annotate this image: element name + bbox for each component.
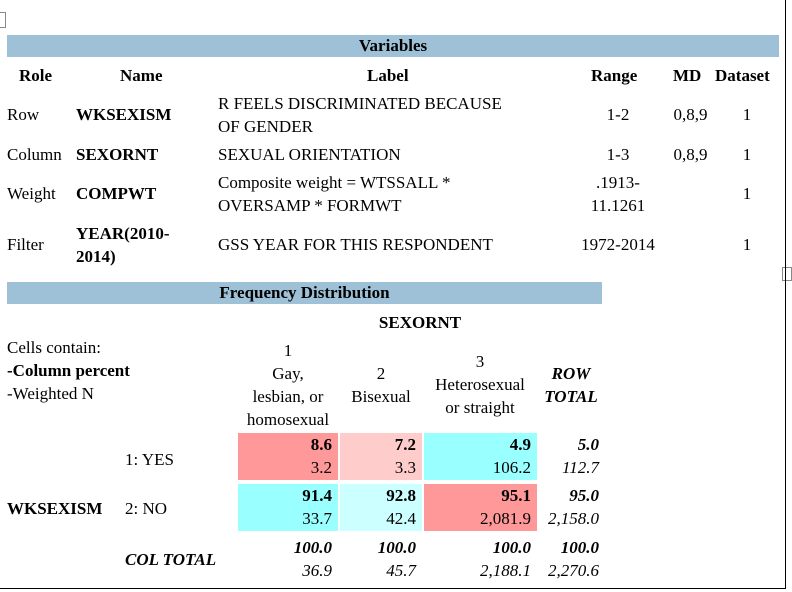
row-total-percent: 95.0 [569, 486, 599, 505]
col-total-weighted-n: 45.7 [386, 561, 416, 580]
var-role: Column [7, 145, 62, 164]
var-dataset: 1 [742, 235, 752, 254]
var-range-line: 11.1261 [590, 196, 646, 215]
column-header-label-line: homosexual [246, 410, 330, 429]
column-header-code: 2 [376, 364, 386, 383]
row-variable-name: WKSEXISM [7, 499, 103, 518]
cells-contain-label: Cells contain: [7, 338, 101, 357]
header-label: Label [367, 66, 409, 85]
cell-no-gay: 91.4 33.7 [238, 484, 338, 531]
var-label-line: R FEELS DISCRIMINATED BECAUSE [218, 94, 502, 113]
column-header-label-line: Gay, [272, 364, 304, 383]
cells-contain-weighted-n: -Weighted N [7, 384, 94, 403]
col-total-weighted-n: 36.9 [302, 561, 332, 580]
frequency-title: Frequency Distribution [219, 283, 390, 302]
var-label-line: OVERSAMP * FORMWT [218, 196, 402, 215]
row-label-no: 2: NO [125, 499, 168, 518]
var-md: 0,8,9 [673, 105, 708, 124]
frame-border-right [785, 0, 786, 588]
column-header-label-line: lesbian, or [252, 387, 324, 406]
col-total-percent: 100.0 [377, 538, 416, 557]
frame-border-bottom [0, 588, 786, 589]
cell-percent: 95.1 [501, 486, 531, 505]
var-name-line: YEAR(2010- [76, 224, 170, 243]
cell-weighted-n: 2,081.9 [480, 509, 531, 528]
var-name: COMPWT [76, 184, 157, 203]
column-header-label-line: or straight [445, 398, 515, 417]
var-role: Row [7, 105, 40, 124]
cell-percent: 4.9 [509, 435, 531, 454]
var-label-line: Composite weight = WTSSALL * [218, 173, 451, 192]
row-total-weighted-n: 112.7 [562, 458, 599, 477]
row-total-percent: 5.0 [577, 435, 599, 454]
cell-weighted-n: 42.4 [386, 509, 416, 528]
row-label-yes: 1: YES [125, 450, 174, 469]
row-total-header-line: TOTAL [544, 387, 598, 406]
column-header-code: 3 [475, 352, 485, 371]
cell-no-heterosexual: 95.1 2,081.9 [424, 484, 537, 531]
var-dataset: 1 [742, 105, 752, 124]
column-variable-name: SEXORNT [378, 313, 462, 332]
corner-resize-marker [0, 12, 6, 28]
header-md: MD [673, 66, 702, 85]
var-range: 1-2 [606, 105, 630, 124]
header-role: Role [19, 66, 53, 85]
var-label-line: SEXUAL ORIENTATION [218, 145, 401, 164]
cell-yes-heterosexual: 4.9 106.2 [424, 433, 537, 480]
cell-yes-bisexual: 7.2 3.3 [340, 433, 422, 480]
col-total-bisexual: 100.0 45.7 [340, 536, 422, 583]
var-range-line: .1913- [596, 173, 640, 192]
header-range: Range [591, 66, 638, 85]
col-total-heterosexual: 100.0 2,188.1 [424, 536, 537, 583]
var-dataset: 1 [742, 184, 752, 203]
header-name: Name [120, 66, 163, 85]
column-header-code: 1 [283, 341, 293, 360]
var-name-line: 2014) [76, 247, 116, 266]
cell-percent: 91.4 [302, 486, 332, 505]
cell-weighted-n: 33.7 [302, 509, 332, 528]
row-total-yes: 5.0 112.7 [537, 433, 605, 480]
column-header-label-line: Heterosexual [435, 375, 525, 394]
var-name: SEXORNT [76, 145, 159, 164]
var-label-line: GSS YEAR FOR THIS RESPONDENT [218, 235, 493, 254]
side-resize-handle[interactable] [782, 267, 792, 281]
cells-contain-column-percent: -Column percent [7, 361, 130, 380]
var-role: Filter [7, 235, 44, 254]
frequency-title-bar: Frequency Distribution [7, 282, 602, 304]
var-role: Weight [7, 184, 56, 203]
cell-weighted-n: 3.2 [310, 458, 332, 477]
row-total-no: 95.0 2,158.0 [537, 484, 605, 531]
variables-title: Variables [358, 36, 428, 55]
cell-yes-gay: 8.6 3.2 [238, 433, 338, 480]
col-total-label: COL TOTAL [125, 550, 217, 569]
header-dataset: Dataset [715, 66, 770, 85]
var-range: 1972-2014 [581, 235, 655, 254]
cell-no-bisexual: 92.8 42.4 [340, 484, 422, 531]
grand-total-percent: 100.0 [560, 538, 599, 557]
cell-weighted-n: 106.2 [492, 458, 531, 477]
var-range: 1-3 [606, 145, 630, 164]
column-header-label-line: Bisexual [351, 387, 411, 406]
var-name: WKSEXISM [76, 105, 172, 124]
variables-title-bar: Variables [7, 35, 779, 57]
cell-percent: 7.2 [394, 435, 416, 454]
cell-percent: 92.8 [386, 486, 416, 505]
cell-percent: 8.6 [310, 435, 332, 454]
row-total-header-line: ROW [551, 364, 591, 383]
var-label-line: OF GENDER [218, 117, 313, 136]
col-total-gay: 100.0 36.9 [238, 536, 338, 583]
col-total-percent: 100.0 [293, 538, 332, 557]
col-total-percent: 100.0 [492, 538, 531, 557]
grand-total-weighted-n: 2,270.6 [548, 561, 599, 580]
var-dataset: 1 [742, 145, 752, 164]
var-md: 0,8,9 [673, 145, 708, 164]
row-total-weighted-n: 2,158.0 [548, 509, 599, 528]
grand-total: 100.0 2,270.6 [537, 536, 605, 583]
col-total-weighted-n: 2,188.1 [480, 561, 531, 580]
cell-weighted-n: 3.3 [394, 458, 416, 477]
